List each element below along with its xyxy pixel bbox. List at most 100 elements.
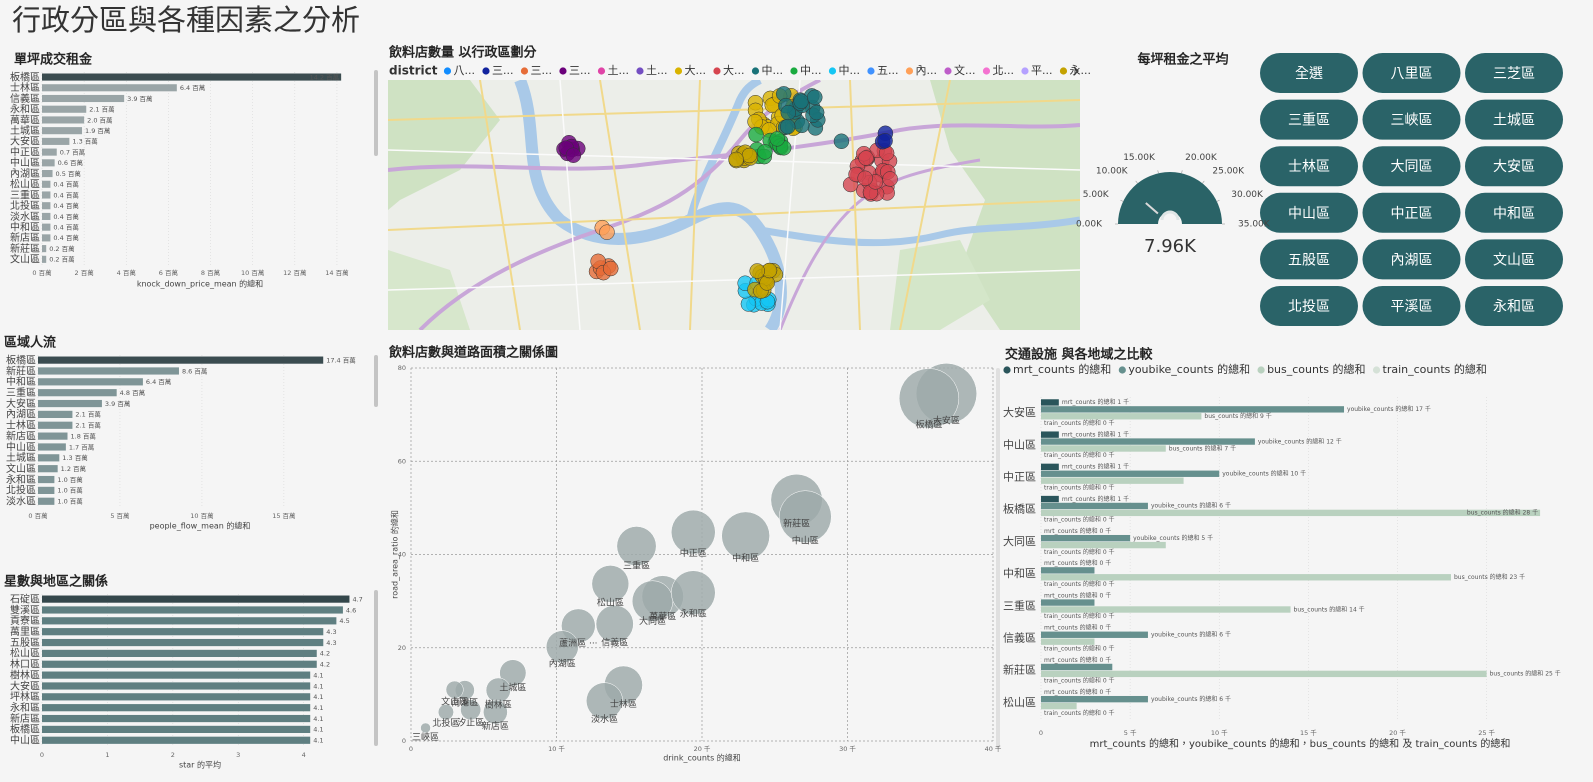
category-label: 五股區 [10,637,40,649]
bar [1041,463,1059,471]
button-bg [1465,286,1563,326]
bubble [616,526,657,567]
button-bg [1362,286,1461,326]
x-tick-label: 5 百萬 [110,511,130,520]
x-tick-label: 5 千 [1124,728,1137,737]
slicer-button[interactable]: 大安區 [1465,146,1563,187]
legend-label: bus_counts 的總和 [1267,362,1365,376]
legend-label: 土... [607,64,629,77]
slicer-button[interactable]: 八里區 [1362,53,1461,93]
category-label: 中和區 [1003,567,1036,580]
slicer-button[interactable]: 三重區 [1260,99,1358,140]
map-road [388,80,1080,330]
category-label: 三重區 [6,386,36,399]
data-label: bus_counts 的總和 9 千 [1204,412,1271,420]
slicer-button[interactable]: 永和區 [1465,286,1563,326]
map-river [759,216,1080,247]
data-label: 0.2 百萬 [49,244,75,253]
slicer-button[interactable]: 內湖區 [1362,239,1461,280]
category-label: 大安區 [10,135,40,148]
button-label: 大安區 [1493,159,1535,175]
x-tick-label: 10 千 [548,744,565,753]
bar [42,116,85,124]
data-label: 2.1 百萬 [75,421,101,430]
bar [1041,702,1077,710]
data-label: train_counts 的總和 0 千 [1044,677,1115,685]
scrollbar[interactable] [996,368,1000,748]
bubble [898,368,960,429]
bubble [586,682,623,720]
slicer-button[interactable]: 三芝區 [1465,53,1563,93]
scrollbar[interactable] [374,355,378,407]
bubble [591,565,630,603]
bar [1041,695,1148,703]
data-label: mrt_counts 的總和 1 千 [1062,430,1129,438]
data-label: 3.9 百萬 [127,94,153,103]
data-label: mrt_counts 的總和 0 千 [1044,591,1111,599]
slicer-button[interactable]: 全選 [1260,53,1358,93]
point-label: 大同區 [639,615,666,627]
legend-label: 大... [723,63,745,77]
map-river [514,80,787,330]
button-label: 三重區 [1288,113,1330,129]
bar [1041,431,1059,438]
slicer-button[interactable]: 中山區 [1260,192,1358,233]
category-label: 板橋區 [6,353,36,366]
slicer-button[interactable]: 平溪區 [1362,286,1461,326]
x-tick-label: 0 百萬 [32,268,52,277]
category-label: 中正區 [10,145,40,158]
button-bg [1465,146,1563,187]
category-label: 士林區 [6,419,36,432]
scrollbar[interactable] [374,590,378,746]
store-point [779,118,796,135]
gauge-tick-label: 5.00K [1083,190,1110,200]
category-label: 中山區 [1003,438,1036,451]
button-label: 中和區 [1493,206,1535,222]
slicer-button[interactable]: 大同區 [1362,146,1461,187]
button-bg [1362,53,1461,93]
category-label: 文山區 [10,253,40,266]
slicer-button[interactable]: 三峽區 [1362,99,1461,140]
bar [42,606,343,614]
data-label: 4.1 [313,704,323,712]
slicer-button[interactable]: 文山區 [1465,239,1563,280]
x-axis-title: star 的平均 [179,760,221,770]
data-label: 0.2 百萬 [49,255,75,264]
data-label: bus_counts 的總和 28 千 [1467,509,1538,517]
category-label: 萬華區 [10,113,40,126]
data-label: 6.4 百萬 [180,83,206,92]
category-label: 中和區 [6,375,36,388]
bar [42,736,311,744]
legend-marker [1118,366,1126,374]
data-label: 0.4 百萬 [53,233,79,242]
legend-next-arrow[interactable] [1073,66,1079,76]
bar [42,137,70,145]
slicer-button[interactable]: 北投區 [1260,286,1358,326]
bar [1041,567,1095,574]
store-point [602,260,619,277]
slicer-button[interactable]: 中和區 [1465,192,1563,233]
slicer-button[interactable]: 中正區 [1362,192,1461,233]
category-label: 石碇區 [10,592,40,605]
category-label: 板橋區 [10,70,40,83]
bar [38,465,58,473]
bar [38,367,179,375]
bar [1041,438,1255,445]
slicer-button[interactable]: 五股區 [1260,239,1358,280]
x-tick-label: 4 百萬 [117,268,137,277]
scrollbar[interactable] [374,70,378,156]
bar [1041,470,1220,477]
store-point [748,126,764,143]
category-label: 永和區 [6,473,36,486]
data-label: 0.6 百萬 [58,158,84,167]
legend-label: 三... [530,64,552,77]
bar [42,595,350,603]
slicer-button[interactable]: 士林區 [1260,146,1358,187]
bar [42,234,51,242]
slicer-button[interactable]: 土城區 [1465,99,1563,140]
legend-marker [751,67,760,75]
legend-marker [636,67,644,75]
point-label: 中山區 [792,534,819,546]
data-label: 1.3 百萬 [72,137,98,146]
